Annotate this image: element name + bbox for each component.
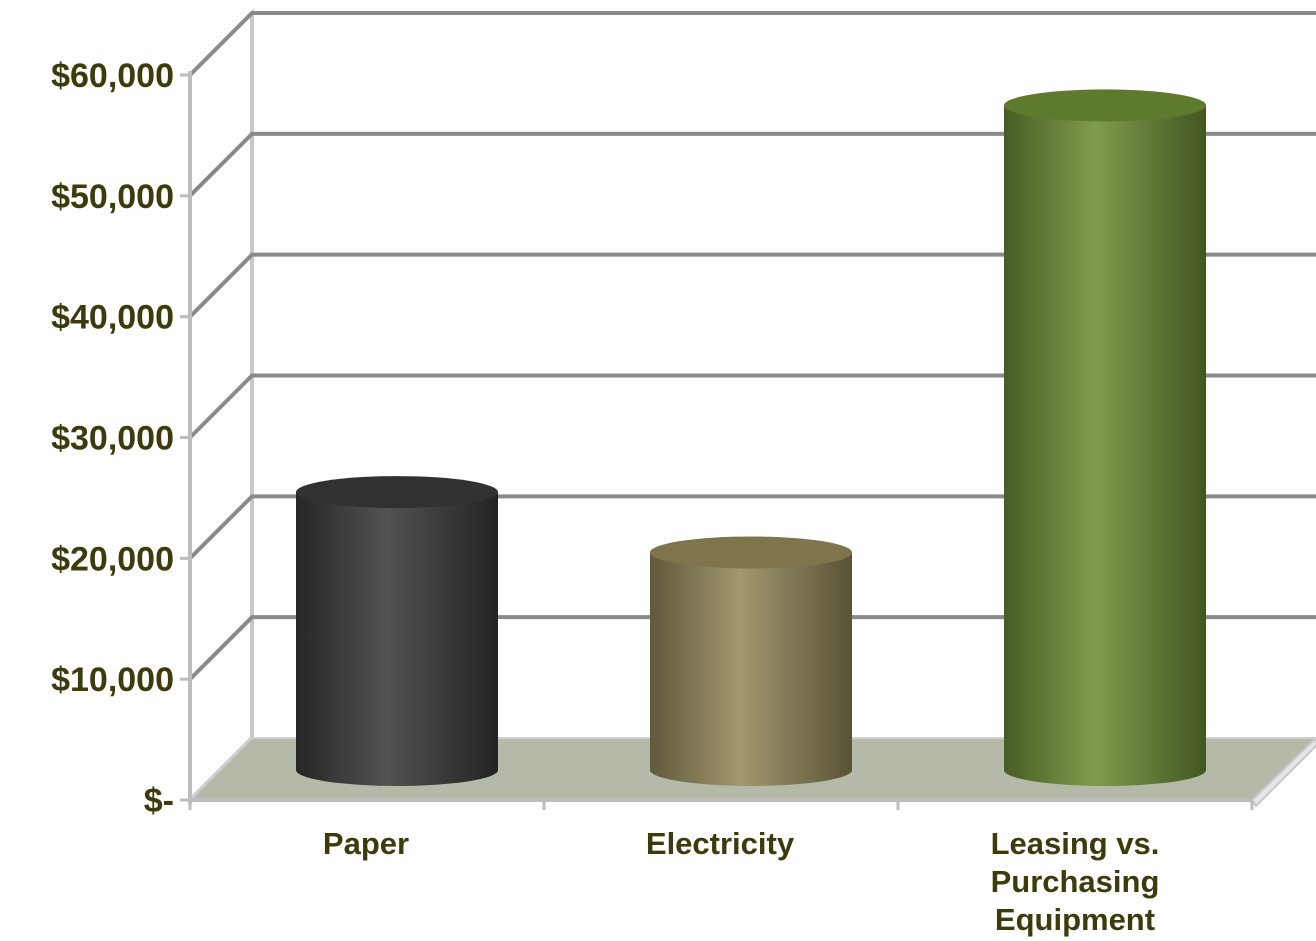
floor-edge (1250, 736, 1316, 808)
bar-top (1004, 89, 1206, 122)
bar-electricity (650, 536, 852, 786)
y-tick-label: $10,000 (51, 661, 174, 699)
bar-top (650, 536, 852, 569)
bar-body (650, 552, 852, 786)
y-tick-label: $30,000 (51, 420, 174, 458)
category-label: Leasing vs. Purchasing Equipment (991, 826, 1160, 937)
y-tick-label: $- (144, 782, 174, 820)
gridline (188, 373, 1316, 439)
gridline (188, 252, 1316, 319)
bar-body (296, 492, 498, 786)
y-tick-label: $20,000 (51, 540, 174, 578)
gridline (188, 494, 1316, 560)
labels: $- $10,000 $20,000 $30,000 $40,000 $50,000 $60… (51, 57, 1159, 937)
bar-paper (296, 476, 498, 786)
category-label: Electricity (646, 826, 795, 861)
bar-body (1004, 105, 1206, 786)
bar-top (296, 476, 498, 509)
gridline (188, 615, 1316, 681)
y-tick-label: $40,000 (51, 299, 174, 337)
bar-leasing-vs-purchasing-equipment (1004, 89, 1206, 786)
y-tick-label: $50,000 (51, 178, 174, 216)
y-tick-label: $60,000 (51, 57, 174, 95)
gridline (188, 131, 1316, 198)
gridline (188, 11, 1316, 77)
bars (296, 89, 1206, 786)
gridlines (188, 8, 1316, 805)
category-label: Paper (323, 826, 409, 861)
y-axis (180, 71, 1254, 810)
